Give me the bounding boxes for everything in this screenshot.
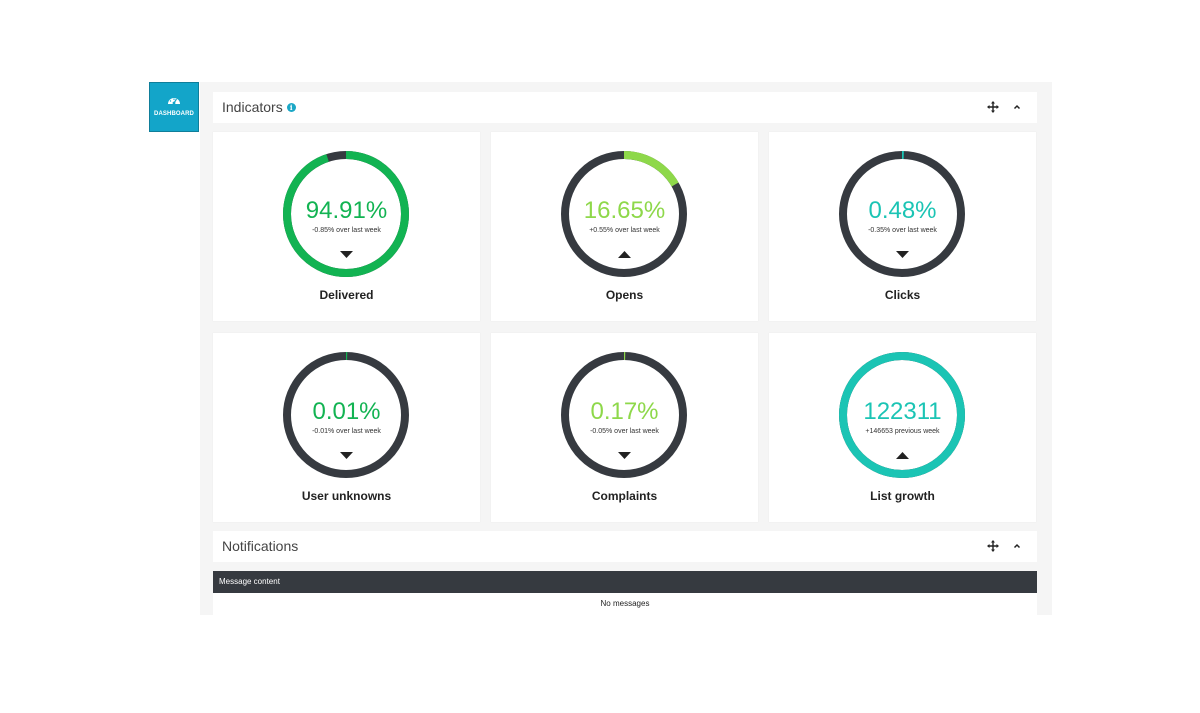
- caret-up-icon: [896, 452, 909, 459]
- move-icon[interactable]: [987, 100, 999, 113]
- progress-ring: [283, 352, 409, 478]
- indicator-delta: -0.35% over last week: [868, 227, 937, 234]
- notifications-table-header: Message content: [213, 571, 1037, 593]
- indicator-value: 0.17%: [590, 398, 659, 425]
- indicator-delta: -0.01% over last week: [312, 428, 381, 435]
- sidebar-dashboard-tab[interactable]: DASHBOARD: [149, 82, 199, 132]
- progress-ring-fill: [283, 352, 409, 478]
- indicator-delta: -0.85% over last week: [312, 227, 381, 234]
- progress-ring-fill: [283, 151, 409, 277]
- indicators-panel-header: Indicators i: [213, 92, 1037, 123]
- indicator-delta: -0.05% over last week: [590, 428, 659, 435]
- indicator-card-clicks: 0.48% -0.35% over last week Clicks: [769, 132, 1036, 321]
- progress-ring-fill: [561, 151, 687, 277]
- indicator-delta: +146653 previous week: [865, 428, 940, 435]
- info-icon[interactable]: i: [286, 102, 296, 112]
- indicator-value: 0.01%: [312, 398, 381, 425]
- indicator-label: List growth: [870, 489, 935, 503]
- sidebar-dashboard-label: DASHBOARD: [154, 111, 194, 117]
- progress-ring-fill: [839, 352, 965, 478]
- progress-ring: [839, 352, 965, 478]
- indicator-value: 0.48%: [868, 197, 937, 224]
- caret-up-icon: [618, 251, 631, 258]
- indicator-label: Delivered: [319, 288, 374, 302]
- no-messages-text: No messages: [600, 599, 650, 608]
- progress-ring-fill: [839, 151, 965, 277]
- collapse-chevron-up-icon[interactable]: [1011, 539, 1023, 551]
- indicator-label: Clicks: [884, 288, 921, 302]
- progress-ring: [561, 151, 687, 277]
- move-icon[interactable]: [987, 539, 999, 552]
- indicator-card-user-unknowns: 0.01% -0.01% over last week User unknowns: [213, 333, 480, 522]
- progress-ring-fill: [561, 352, 687, 478]
- caret-down-icon: [340, 452, 353, 459]
- message-content-column-header[interactable]: Message content: [219, 577, 280, 586]
- indicator-card-complaints: 0.17% -0.05% over last week Complaints: [491, 333, 758, 522]
- gauge-icon: [168, 98, 180, 105]
- notifications-title: Notifications: [222, 538, 299, 554]
- indicators-title: Indicators: [222, 99, 283, 115]
- indicator-card-opens: 16.65% +0.55% over last week Opens: [491, 132, 758, 321]
- indicator-label: Opens: [605, 288, 644, 302]
- notifications-panel-header: Notifications: [213, 531, 1037, 562]
- indicator-label: Complaints: [591, 489, 658, 503]
- collapse-chevron-up-icon[interactable]: [1011, 100, 1023, 112]
- indicator-value: 122311: [863, 398, 942, 425]
- progress-ring: [561, 352, 687, 478]
- notifications-empty-row: No messages: [213, 593, 1037, 615]
- indicator-delta: +0.55% over last week: [589, 227, 660, 234]
- caret-down-icon: [896, 251, 909, 258]
- indicator-label: User unknowns: [301, 489, 392, 503]
- dashboard-main: Indicators i 94.91% -0.85% over last week…: [200, 82, 1052, 615]
- indicator-value: 94.91%: [305, 197, 388, 224]
- indicator-card-delivered: 94.91% -0.85% over last week Delivered: [213, 132, 480, 321]
- caret-down-icon: [618, 452, 631, 459]
- indicator-card-list-growth: 122311 +146653 previous week List growth: [769, 333, 1036, 522]
- caret-down-icon: [340, 251, 353, 258]
- indicator-value: 16.65%: [583, 197, 666, 224]
- progress-ring: [283, 151, 409, 277]
- progress-ring: [839, 151, 965, 277]
